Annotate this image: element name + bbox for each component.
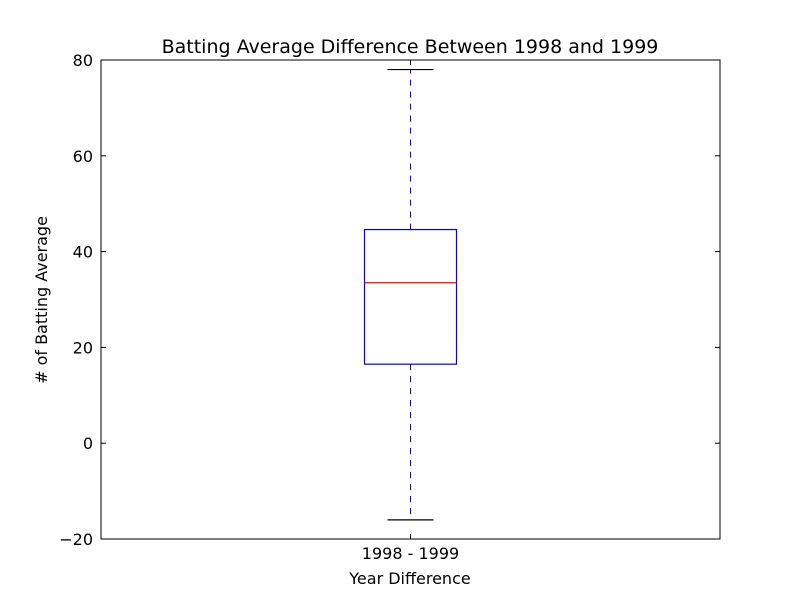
y-tick-label: 20 — [73, 338, 93, 357]
chart-title: Batting Average Difference Between 1998 … — [162, 36, 659, 58]
x-axis-label: Year Difference — [348, 569, 470, 588]
y-tick-label: −20 — [59, 530, 93, 549]
y-tick-label: 80 — [73, 51, 93, 70]
x-tick-label: 1998 - 1999 — [362, 544, 459, 563]
plot-area — [100, 59, 721, 540]
y-axis-label: # of Batting Average — [32, 216, 51, 384]
y-tick-label: 0 — [83, 434, 93, 453]
y-tick-label: 40 — [73, 243, 93, 262]
iqr-box — [363, 228, 458, 365]
axis-ticks: −20 0 20 40 60 80 1998 - 1999 — [59, 51, 720, 563]
y-tick-label: 60 — [73, 147, 93, 166]
